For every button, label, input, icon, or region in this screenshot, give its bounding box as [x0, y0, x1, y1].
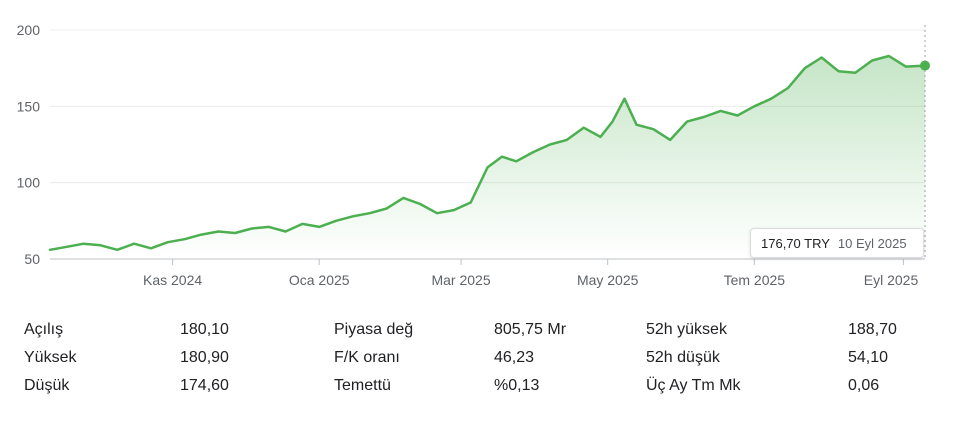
stats-row: Yüksek 180,90 F/K oranı 46,23 52h düşük … [24, 344, 924, 372]
tooltip-date: 10 Eyl 2025 [837, 235, 907, 251]
y-tick-label: 200 [17, 22, 41, 38]
y-axis: 50 100 150 200 [17, 22, 41, 267]
stat-label-dividend: Temettü [334, 377, 391, 394]
stat-label-low: Düşük [24, 377, 70, 394]
x-tick-label: Oca 2025 [289, 272, 350, 288]
stat-value-52w-low: 54,10 [848, 349, 889, 366]
stat-label-52w-high: 52h yüksek [646, 321, 727, 338]
last-price-dot[interactable] [920, 60, 930, 71]
stat-value-dividend: %0,13 [494, 377, 540, 394]
stat-value-qtr-div: 0,06 [848, 377, 880, 394]
stats-table: Açılış 180,10 Piyasa değ 805,75 Mr 52h y… [24, 316, 924, 400]
price-line [48, 54, 927, 252]
x-axis: Kas 2024 Oca 2025 Mar 2025 May 2025 Tem 2025… [143, 259, 918, 288]
stat-value-pe-ratio: 46,23 [494, 349, 535, 366]
stats-row: Düşük 174,60 Temettü %0,13 Üç Ay Tm Mk 0… [24, 372, 924, 400]
y-tick-label: 50 [24, 251, 40, 267]
stat-label-pe-ratio: F/K oranı [334, 349, 400, 366]
stats-row: Açılış 180,10 Piyasa değ 805,75 Mr 52h y… [24, 316, 924, 344]
tooltip-price: 176,70 TRY [761, 235, 830, 251]
stat-value-open: 180,10 [180, 321, 229, 338]
x-tick-label: Eyl 2025 [864, 272, 919, 288]
stat-label-open: Açılış [24, 321, 64, 338]
stat-label-52w-low: 52h düşük [646, 349, 720, 366]
price-area-fill [50, 56, 925, 259]
stat-label-high: Yüksek [24, 349, 77, 366]
stat-value-52w-high: 188,70 [848, 321, 897, 338]
x-tick-label: Kas 2024 [143, 272, 202, 288]
y-tick-label: 150 [17, 98, 41, 114]
stat-label-market-cap: Piyasa değ [334, 321, 414, 338]
x-tick-label: Mar 2025 [431, 272, 490, 288]
stat-label-qtr-div: Üç Ay Tm Mk [646, 377, 741, 394]
price-tooltip: 176,70 TRY 10 Eyl 2025 [750, 228, 924, 258]
stat-value-low: 174,60 [180, 377, 229, 394]
stat-value-high: 180,90 [180, 349, 229, 366]
x-tick-label: Tem 2025 [724, 272, 786, 288]
stat-value-market-cap: 805,75 Mr [494, 321, 567, 338]
y-tick-label: 100 [17, 175, 41, 191]
price-chart[interactable]: 50 100 150 200 Kas 2024 Oca 2025 Mar 2025 May … [0, 0, 960, 300]
x-tick-label: May 2025 [577, 272, 639, 288]
